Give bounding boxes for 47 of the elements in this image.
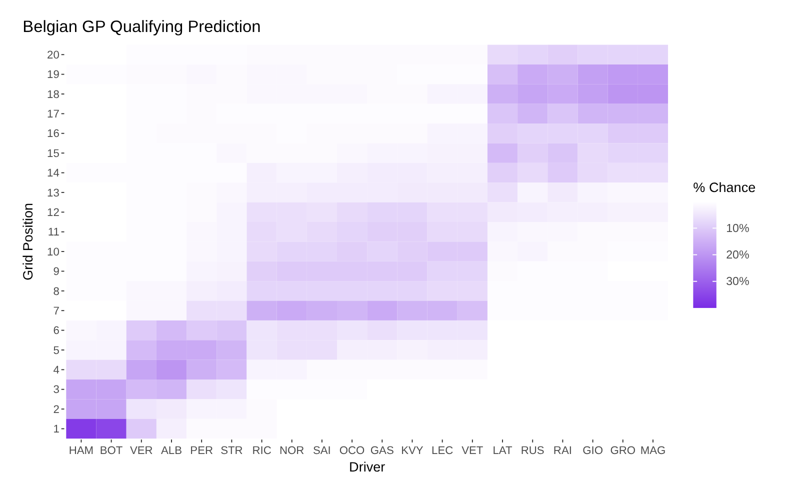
x-tick-label: LEC xyxy=(432,445,454,458)
y-tick-label: 1 xyxy=(53,424,60,436)
y-tick-label: 20 xyxy=(47,49,60,62)
y-tick-label: 9 xyxy=(53,266,60,278)
x-tick-label: OCO xyxy=(339,445,366,458)
y-tick-label: 13 xyxy=(47,187,60,200)
y-tick-label: 12 xyxy=(47,207,60,220)
y-tick-label: 11 xyxy=(48,226,60,239)
x-tick-label: MAG xyxy=(640,445,666,458)
y-tick-label: 17 xyxy=(47,108,60,121)
y-tick-label: 16 xyxy=(47,128,60,140)
y-tick-label: 19 xyxy=(47,69,60,82)
x-tick-label: NOR xyxy=(280,445,304,458)
x-tick-label: BOT xyxy=(100,445,123,458)
x-tick-label: ALB xyxy=(161,445,182,458)
x-tick-label: STR xyxy=(220,445,243,458)
y-tick-label: 14 xyxy=(47,168,60,180)
x-tick-label: KVY xyxy=(401,445,424,458)
color-bar-label: 30% xyxy=(726,275,750,288)
y-tick-label: 15 xyxy=(47,148,60,160)
y-tick-label: 5 xyxy=(53,344,60,357)
x-tick-label: RIC xyxy=(252,445,272,458)
y-tick-label: 7 xyxy=(53,305,60,318)
y-tick-label: 2 xyxy=(53,404,60,416)
y-tick-label: 6 xyxy=(53,325,60,338)
y-tick-label: 18 xyxy=(47,88,60,101)
color-bar-label: 10% xyxy=(726,222,750,235)
y-tick-label: 8 xyxy=(53,286,60,298)
x-tick-label: PER xyxy=(190,445,214,458)
x-tick-label: VET xyxy=(462,445,484,458)
x-tick-label: SAI xyxy=(313,445,331,458)
chart-title: Belgian GP Qualifying Prediction xyxy=(22,18,261,36)
x-tick-label: GAS xyxy=(370,445,394,458)
y-tick-label: 3 xyxy=(53,384,60,396)
color-bar-label: 20% xyxy=(726,248,750,262)
x-tick-label: RUS xyxy=(520,445,544,458)
x-tick-label: LAT xyxy=(492,445,512,458)
x-tick-label: GIO xyxy=(582,445,604,458)
x-tick-label: RAI xyxy=(553,445,572,458)
y-tick-label: 4 xyxy=(53,364,60,377)
x-tick-label: GRO xyxy=(610,445,636,458)
y-axis-title: Grid Position xyxy=(20,202,36,280)
legend-title: % Chance xyxy=(693,180,756,195)
x-axis-title: Driver xyxy=(349,459,386,474)
y-tick-label: 10 xyxy=(47,246,60,258)
x-tick-label: HAM xyxy=(68,445,94,458)
x-tick-label: VER xyxy=(130,445,153,458)
